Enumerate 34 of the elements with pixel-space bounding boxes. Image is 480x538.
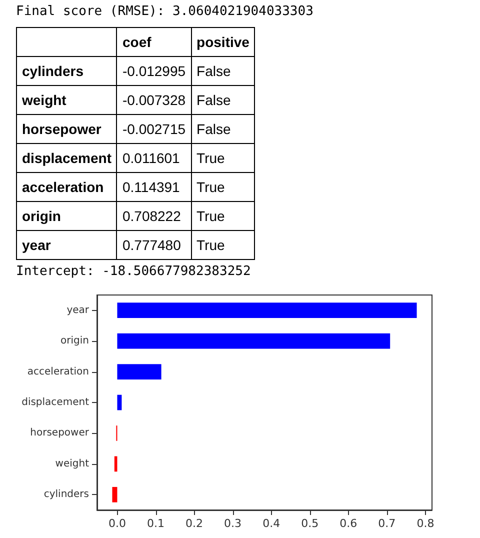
x-tick-label: 0.0 [108,517,126,530]
text: False [191,114,255,144]
y-tick-label: year [66,304,90,316]
text: coef [116,28,192,56]
y-tick-label: origin [60,336,89,347]
text: Intercept: -18.506677982383252 [16,264,251,279]
text: False [191,86,255,114]
text: positive [191,28,255,56]
x-tick-label: 0.2 [186,517,204,530]
text: -0.012995 [116,56,192,86]
x-tick-label: 0.1 [147,517,165,530]
text: 0.708222 [116,202,192,230]
text: 0.011601 [116,144,192,172]
text: -0.002715 [116,114,192,144]
y-tick-label: displacement [22,397,90,408]
text: 0.114391 [116,172,192,202]
y-tick-label: weight [55,458,90,470]
text: True [191,144,255,172]
y-tick-label: acceleration [27,366,89,378]
y-tick-label: horsepower [30,428,90,439]
x-tick-label: 0.4 [262,517,280,530]
x-tick-label: 0.8 [416,517,434,530]
text: False [191,56,255,86]
text: True [191,202,255,230]
y-tick-label: cylinders [44,489,89,500]
x-tick-label: 0.5 [301,517,319,530]
text: Final score (RMSE): 3.0604021904033303 [16,4,314,19]
text: True [191,172,255,202]
text: 0.777480 [116,230,192,260]
x-tick-label: 0.3 [224,517,242,530]
x-tick-label: 0.7 [378,517,396,530]
text: -0.007328 [116,86,192,114]
text: True [191,230,255,260]
x-tick-label: 0.6 [340,517,358,530]
